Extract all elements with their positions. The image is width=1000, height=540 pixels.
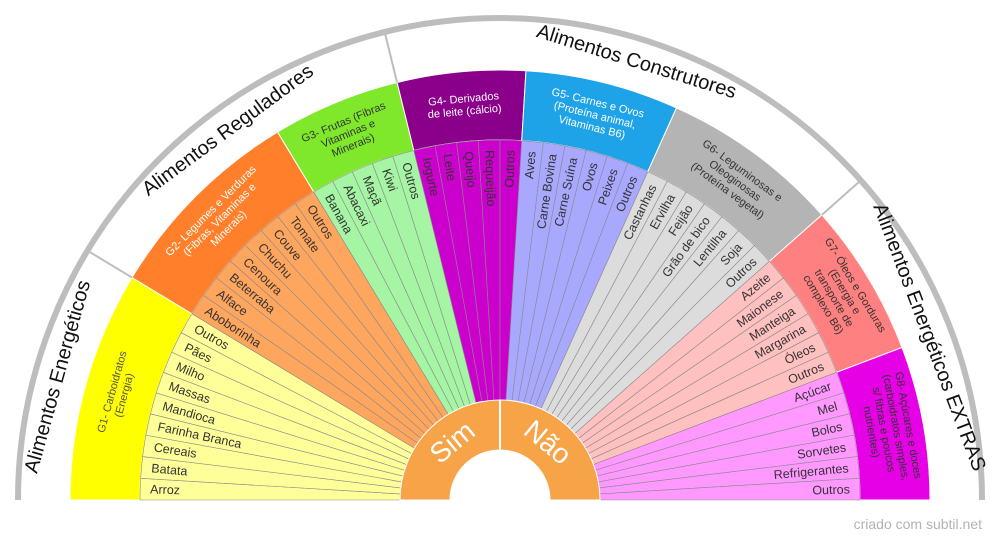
item-label-g4: Leite [440, 153, 458, 182]
item-label-g4: Requeijão [482, 150, 498, 207]
outer-ring [15, 15, 985, 501]
credit-text: criado com subtil.net [853, 516, 982, 532]
item-label-g4: Queijo [461, 151, 478, 188]
category-divider [383, 31, 399, 83]
item-label-g8: Mel [816, 399, 839, 418]
item-label-g1: Cereais [153, 440, 198, 460]
item-label-g8: Bolos [810, 420, 844, 440]
group-title-g5: G5- Carnes e Ovos(Proteína animal,Vitami… [544, 86, 645, 145]
category-divider [86, 249, 133, 279]
item-label-g1: Arroz [150, 482, 180, 497]
item-label-g1: Batata [151, 461, 188, 478]
group-title-g7: G7- Óleos e Gorduras(Energia etransporte… [790, 236, 889, 355]
category-divider [821, 179, 862, 216]
item-label-g8: Outros [812, 482, 850, 497]
item-label-g8: Refrigerantes [773, 461, 849, 482]
item-label-g4: Outros [502, 150, 517, 188]
item-label-g5: Aves [522, 151, 538, 180]
